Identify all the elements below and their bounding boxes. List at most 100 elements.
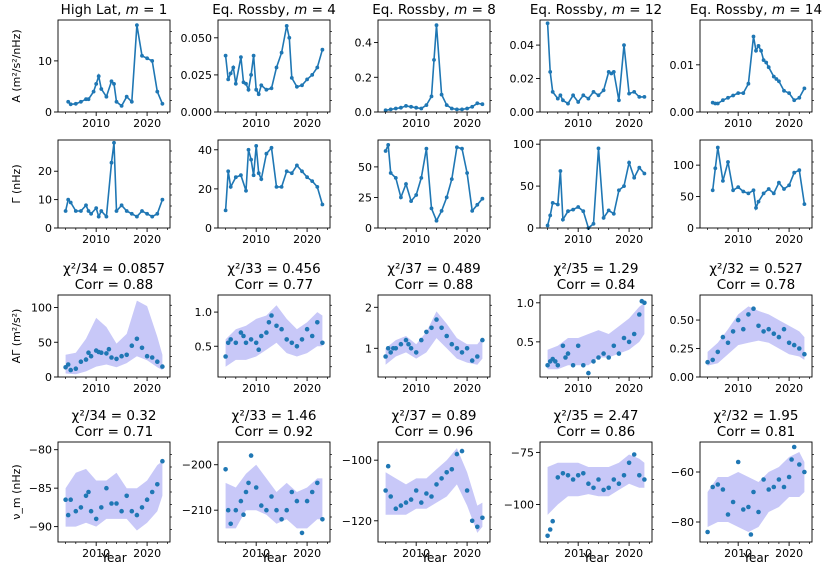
data-point xyxy=(149,489,155,495)
data-point xyxy=(606,485,611,491)
column-title: Eq. Rossby, m = 8 xyxy=(372,2,496,18)
y-tick-label: −60 xyxy=(671,466,694,479)
data-point xyxy=(140,53,144,58)
series-line xyxy=(384,144,484,223)
data-point xyxy=(144,497,150,503)
data-point xyxy=(73,366,79,372)
data-point xyxy=(112,82,116,86)
data-point xyxy=(555,363,561,368)
data-point xyxy=(792,98,797,103)
data-point xyxy=(756,323,761,329)
data-point xyxy=(66,197,71,202)
data-point xyxy=(787,91,791,95)
data-point xyxy=(233,340,239,346)
data-point xyxy=(388,107,393,112)
m-symbol: m xyxy=(772,2,785,18)
chi2-title: χ²/33 = 1.46 xyxy=(232,408,317,424)
data-point xyxy=(547,527,553,532)
chi2-title: χ²/32 = 0.527 xyxy=(709,261,802,277)
data-point xyxy=(228,521,233,527)
y-tick-label: 0 xyxy=(527,222,534,235)
data-point xyxy=(112,140,116,145)
data-point xyxy=(545,363,550,368)
corr-title: Corr = 0.96 xyxy=(395,424,474,440)
data-point xyxy=(575,343,581,349)
y-tick-label: 20 xyxy=(38,165,52,178)
data-point xyxy=(295,84,299,89)
data-point xyxy=(766,326,771,332)
data-point xyxy=(385,346,391,351)
data-point xyxy=(287,35,292,40)
data-point xyxy=(606,208,611,213)
m-equals: = xyxy=(467,2,487,18)
data-point xyxy=(637,312,642,317)
data-point xyxy=(627,91,631,96)
data-point xyxy=(439,92,444,97)
y-tick-label: 0.000 xyxy=(181,106,213,119)
data-point xyxy=(300,169,304,174)
data-point xyxy=(408,497,414,502)
data-point xyxy=(104,351,109,356)
data-point xyxy=(715,101,720,106)
data-point xyxy=(78,505,84,510)
chi2-title: χ²/37 = 0.489 xyxy=(387,261,480,277)
data-point xyxy=(627,160,631,165)
data-point xyxy=(149,355,155,360)
x-tick-label: 2020 xyxy=(133,233,161,246)
axes-frame xyxy=(217,139,331,229)
data-point xyxy=(124,94,129,99)
data-point xyxy=(713,166,718,171)
data-point xyxy=(576,100,581,104)
data-point xyxy=(601,216,606,220)
data-point xyxy=(259,503,264,508)
data-point xyxy=(631,452,637,457)
data-point xyxy=(731,188,735,193)
corr-title: Corr = 0.92 xyxy=(235,424,314,440)
confidence-band xyxy=(707,306,805,366)
column-title: Eq. Rossby, m = 4 xyxy=(212,2,336,18)
data-point xyxy=(304,498,310,504)
data-point xyxy=(109,79,114,84)
data-point xyxy=(63,209,68,213)
data-point xyxy=(119,203,124,208)
data-point xyxy=(596,355,601,360)
data-point xyxy=(786,340,792,346)
data-point xyxy=(274,507,279,513)
x-tick-label: 2020 xyxy=(453,382,481,395)
data-point xyxy=(771,331,777,337)
data-point xyxy=(310,73,315,77)
data-point xyxy=(802,351,807,357)
data-point xyxy=(266,320,272,325)
data-point xyxy=(320,340,325,346)
y-tick-label: 0.00 xyxy=(670,106,695,119)
y-tick-label: 50 xyxy=(680,191,694,204)
x-tick-label: 2010 xyxy=(242,382,270,395)
data-point xyxy=(248,337,254,342)
data-point xyxy=(761,477,766,482)
data-point xyxy=(469,518,475,524)
data-point xyxy=(68,200,73,205)
data-point xyxy=(248,453,254,458)
x-tick-label: 2020 xyxy=(615,547,643,560)
data-point xyxy=(73,209,78,213)
data-point xyxy=(249,73,254,77)
row-ylabel: ν_m (nHz) xyxy=(10,464,23,519)
y-tick-label: 0 xyxy=(205,222,212,235)
data-point xyxy=(388,350,394,355)
data-point xyxy=(94,82,99,86)
data-point xyxy=(119,508,124,514)
data-point xyxy=(259,83,264,88)
x-tick-label: 2020 xyxy=(775,547,803,560)
data-point xyxy=(299,337,305,342)
data-point xyxy=(225,340,231,346)
data-point xyxy=(581,471,586,476)
panel-r2-c1: 2010 2020 0.5 1.0 xyxy=(195,294,332,395)
data-point xyxy=(383,108,388,113)
data-point xyxy=(246,480,251,486)
column-title: Eq. Rossby, m = 12 xyxy=(530,2,662,18)
y-tick-label: −100 xyxy=(504,499,534,512)
data-point xyxy=(406,341,411,347)
x-tick-label: 2020 xyxy=(293,117,321,130)
data-point xyxy=(761,58,766,62)
